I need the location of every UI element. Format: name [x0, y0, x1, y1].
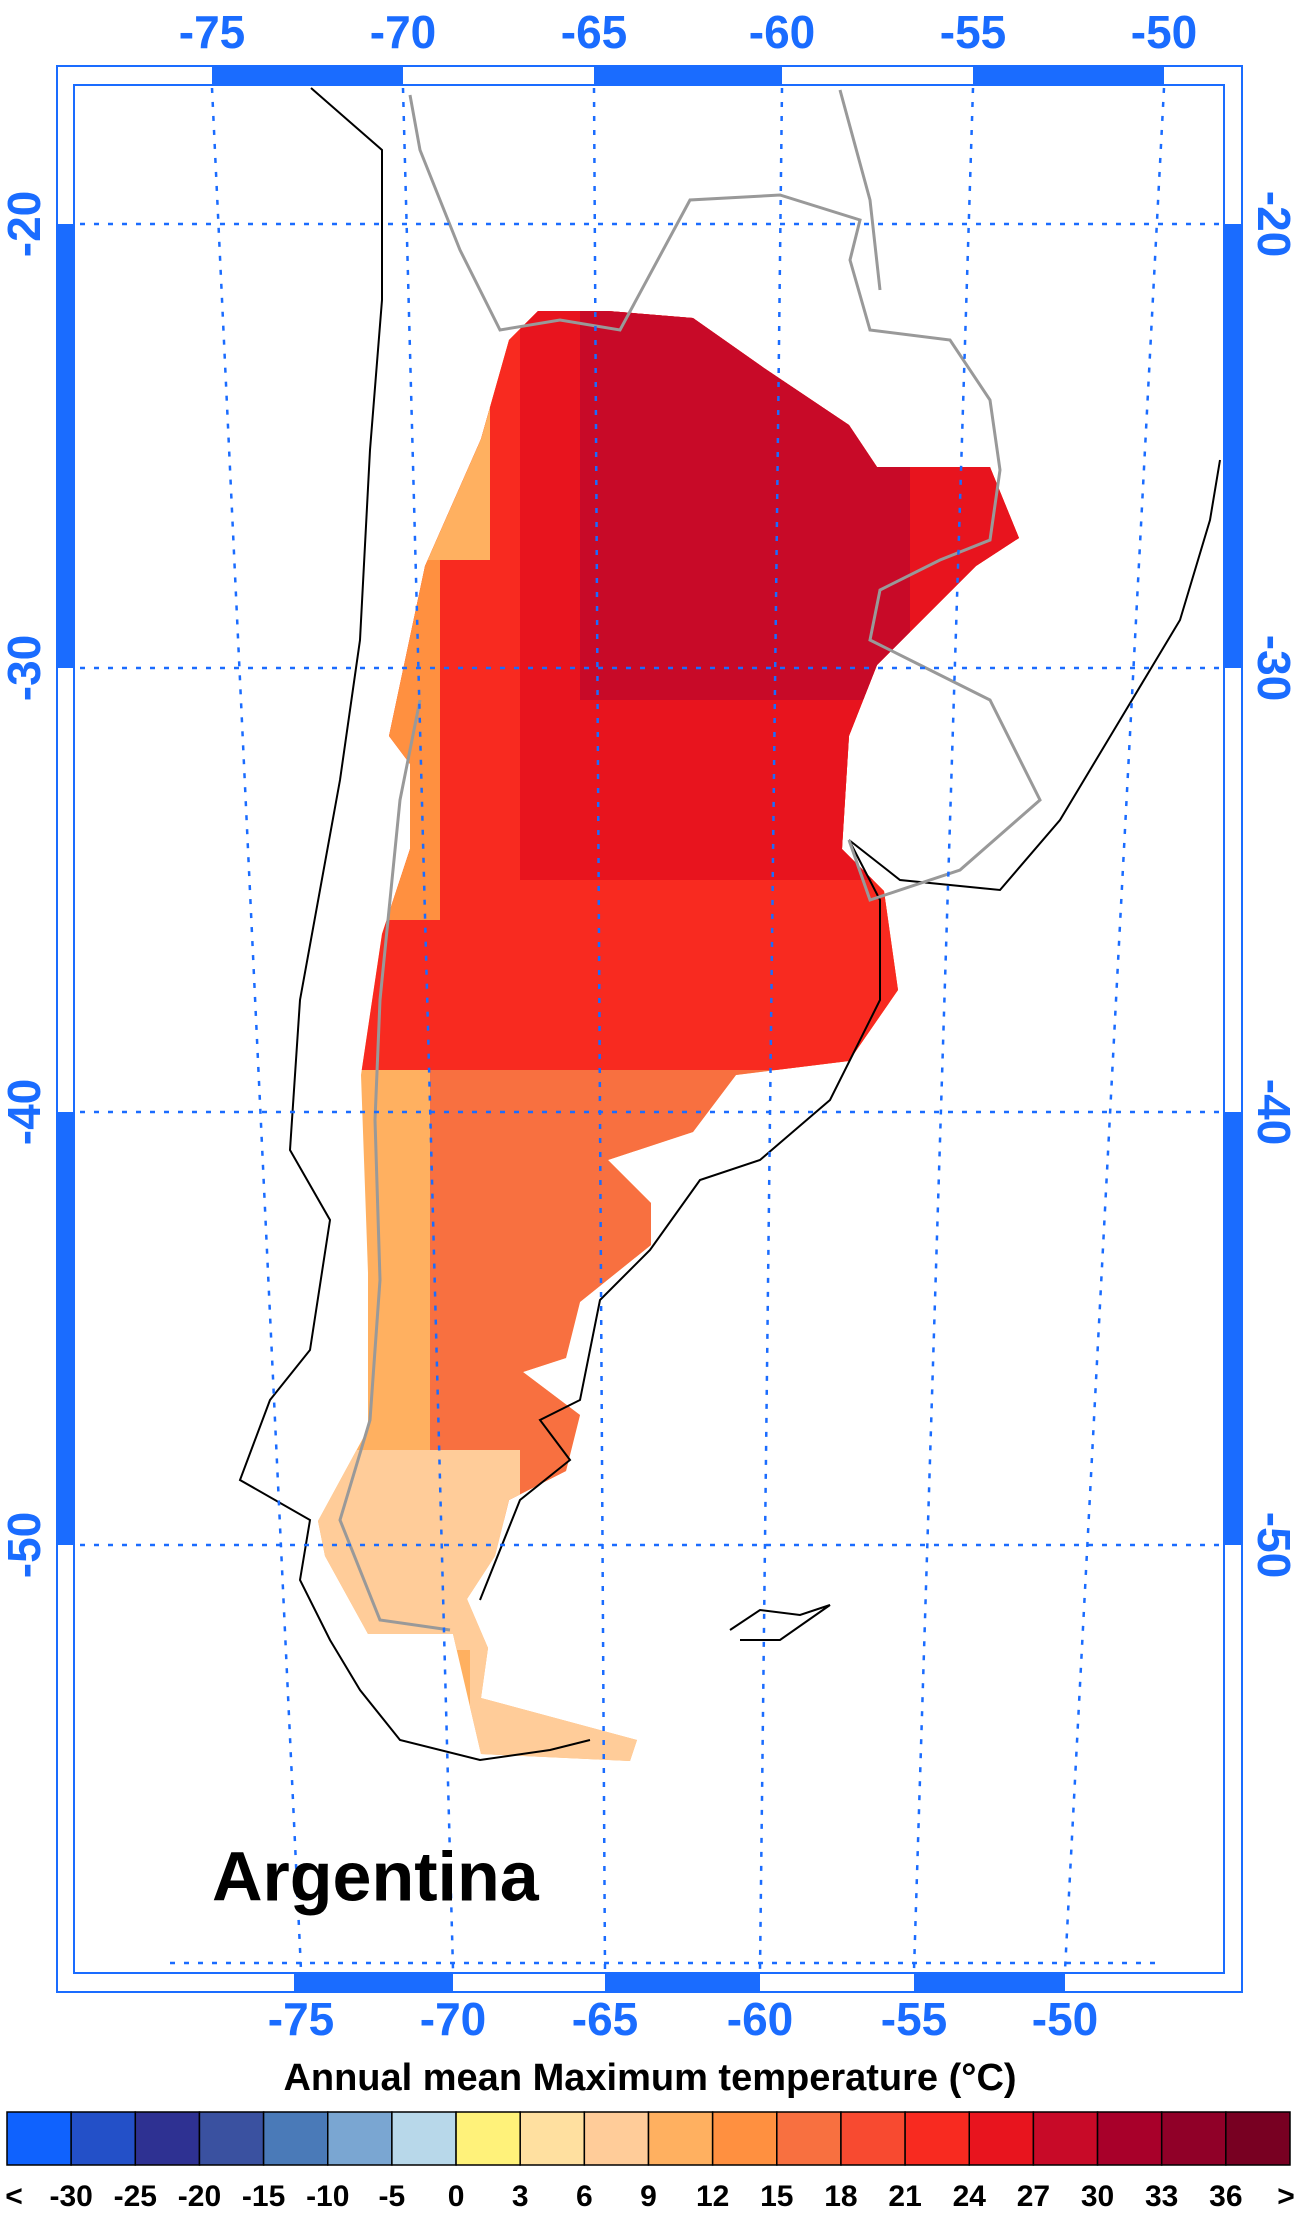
colorbar-label: 18 — [824, 2180, 857, 2213]
colorbar-label: -15 — [242, 2180, 285, 2213]
colorbar-swatch — [1096, 2111, 1163, 2166]
colorbar-swatch — [968, 2111, 1035, 2166]
axis-bar — [212, 66, 403, 85]
colorbar-label: 0 — [448, 2180, 465, 2213]
colorbar-label: -5 — [379, 2180, 406, 2213]
colorbar-swatch — [198, 2111, 265, 2166]
axis-labels: -75 -70 -65 -60 -55 -50 -75 -70 -65 -60 -55 -50 -20 -… — [0, 6, 1300, 2045]
border — [338, 699, 451, 1632]
colorbar-label: 15 — [760, 2180, 793, 2213]
left-axis-label: -40 — [0, 1079, 50, 1145]
axis-bar — [1224, 1112, 1242, 1545]
colorbar-label: 12 — [696, 2180, 729, 2213]
top-axis-label: -65 — [561, 6, 627, 58]
meridian — [210, 87, 303, 1971]
axis-bar — [605, 1973, 760, 1992]
axis-bars — [57, 66, 1242, 1992]
top-axis-label: -60 — [749, 6, 815, 58]
meridian — [912, 87, 975, 1971]
right-axis-label: -30 — [1248, 635, 1300, 701]
colorbar-swatch — [776, 2111, 842, 2166]
bottom-axis-label: -70 — [420, 1993, 486, 2045]
meridian — [758, 87, 784, 1971]
top-axis-label: -70 — [370, 6, 436, 58]
bottom-axis-label: -50 — [1032, 1993, 1098, 2045]
colorbar-swatch — [583, 2111, 650, 2166]
colorbar-swatch — [134, 2111, 201, 2166]
colorbar-label: -30 — [49, 2180, 92, 2213]
colorbar-label: 36 — [1209, 2180, 1242, 2213]
colorbar-swatch — [711, 2111, 778, 2166]
map-title: Argentina — [212, 1837, 540, 1915]
colorbar-label: > — [1277, 2180, 1295, 2213]
meridian — [592, 87, 607, 1971]
colorbar-label: 21 — [888, 2180, 921, 2213]
colorbar-swatch — [6, 2111, 72, 2166]
graticule — [80, 87, 1220, 1971]
colorbar-label: 24 — [953, 2180, 987, 2213]
axis-bar — [914, 1973, 1065, 1992]
bottom-axis-label: -55 — [881, 1993, 947, 2045]
left-axis-label: -30 — [0, 635, 50, 701]
coastline — [238, 87, 591, 1762]
colorbar-label: < — [5, 2180, 23, 2213]
island-outline — [729, 1604, 831, 1641]
colorbar-label: 3 — [512, 2180, 529, 2213]
colorbar-swatch — [519, 2111, 586, 2166]
colorbar-label: -10 — [306, 2180, 349, 2213]
coastline — [479, 839, 881, 1601]
axis-bar — [294, 1973, 453, 1992]
colorbar-swatch — [840, 2111, 906, 2166]
border — [408, 94, 1042, 902]
colorbar-title: Annual mean Maximum temperature (°C) — [283, 2057, 1016, 2099]
top-axis-label: -75 — [179, 6, 245, 58]
meridian — [1063, 87, 1166, 1971]
axis-bar — [57, 224, 74, 668]
left-axis-label: -20 — [0, 191, 50, 257]
colorbar-label: -20 — [178, 2180, 221, 2213]
axis-bar — [1224, 224, 1242, 668]
colorbar-label: 6 — [576, 2180, 593, 2213]
colorbar-swatch — [327, 2111, 393, 2166]
colorbar-swatch — [1032, 2111, 1099, 2166]
bottom-axis-label: -65 — [572, 1993, 638, 2045]
coastline — [848, 459, 1221, 892]
colorbar-swatch — [1160, 2111, 1227, 2166]
colorbar-label: -25 — [114, 2180, 157, 2213]
top-axis-label: -55 — [940, 6, 1006, 58]
bottom-axis-label: -75 — [268, 1993, 334, 2045]
left-axis-label: -50 — [0, 1512, 50, 1578]
right-axis-label: -20 — [1248, 191, 1300, 257]
colorbar-label: 27 — [1017, 2180, 1050, 2213]
colorbar-swatch — [391, 2111, 457, 2166]
bottom-axis-label: -60 — [727, 1993, 793, 2045]
colorbar-swatch — [455, 2111, 521, 2166]
right-axis-label: -40 — [1248, 1079, 1300, 1145]
axis-bar — [973, 66, 1164, 85]
colorbar-swatch — [262, 2111, 329, 2166]
meridian — [401, 87, 455, 1971]
top-axis-label: -50 — [1131, 6, 1197, 58]
colorbar: < -30 -25 -20 -15 -10 -5 0 3 6 9 12 15 18 21 24 27 30 33 36… — [5, 2111, 1295, 2213]
colorbar-swatch — [1225, 2111, 1291, 2166]
colorbar-label: 33 — [1145, 2180, 1178, 2213]
axis-bar — [57, 1112, 74, 1545]
colorbar-swatch — [904, 2111, 970, 2166]
colorbar-swatch — [647, 2111, 714, 2166]
colorbar-label: 30 — [1081, 2180, 1114, 2213]
colorbar-label: 9 — [640, 2180, 657, 2213]
right-axis-label: -50 — [1248, 1512, 1300, 1578]
axis-bar — [594, 66, 782, 85]
border — [838, 89, 882, 291]
colorbar-swatch — [70, 2111, 137, 2166]
